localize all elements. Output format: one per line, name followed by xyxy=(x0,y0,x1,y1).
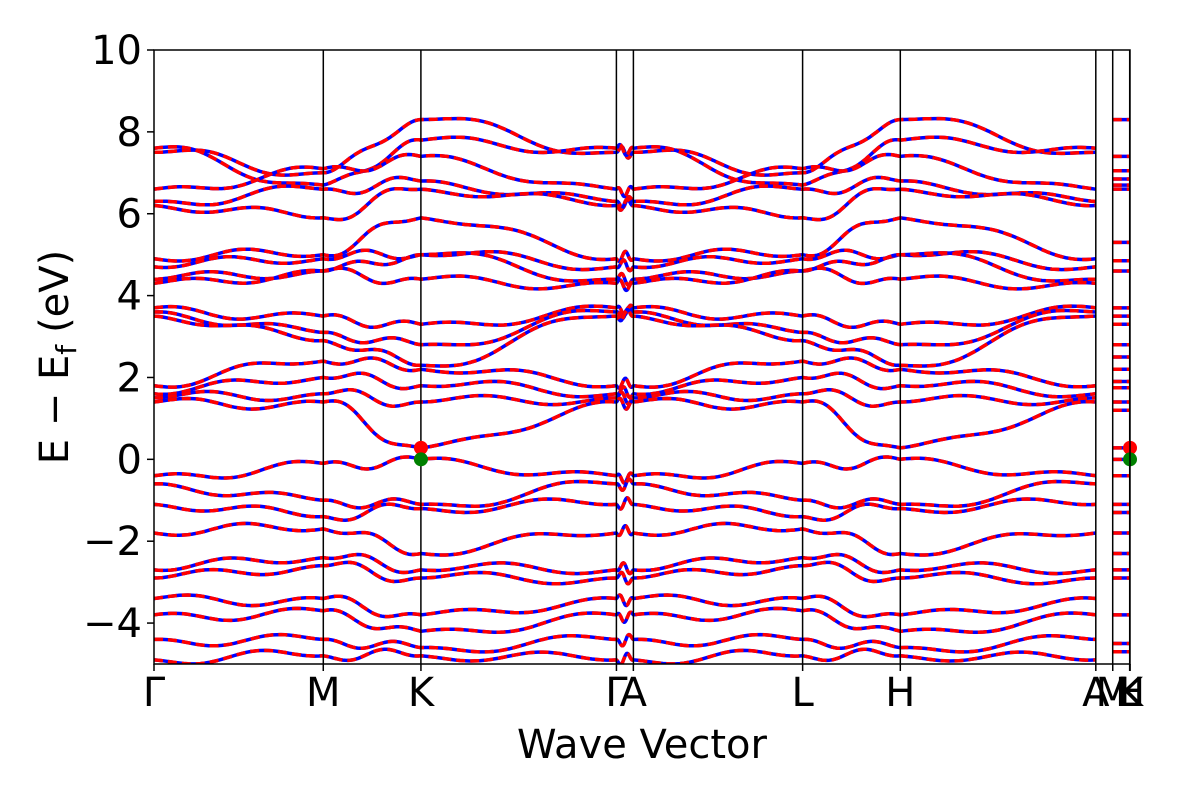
x-tick-label-9: L xyxy=(1119,670,1142,716)
y-tick-label-6: −2 xyxy=(83,519,142,565)
y-axis-title-main: E − E xyxy=(32,355,78,465)
y-axis-title-unit: (eV) xyxy=(32,250,78,333)
band-line-dashed-4 xyxy=(154,186,1096,222)
y-tick-label-0: 10 xyxy=(91,28,142,74)
band-line-dashed-25 xyxy=(154,647,1096,664)
x-tick-label-2: K xyxy=(408,670,436,716)
y-tick-label-4: 2 xyxy=(117,355,142,401)
band-line-dashed-17 xyxy=(154,477,1096,510)
y-axis: 10 8 6 4 2 0 −2 −4 xyxy=(83,28,154,647)
x-tick-label-8: M xyxy=(1095,670,1130,716)
band-line-dashed-10 xyxy=(154,305,1096,347)
y-tick-label-1: 8 xyxy=(117,110,142,156)
band-line-dashed-11 xyxy=(154,307,1096,368)
band-line-dashed-21 xyxy=(154,560,1096,586)
band-line-dashed-6 xyxy=(154,248,1096,273)
band-edge-marker-1 xyxy=(413,452,428,467)
y-tick-label-5: 0 xyxy=(117,437,142,483)
x-tick-label-6: H xyxy=(885,670,915,716)
band-line-dashed-19 xyxy=(154,521,1097,557)
y-axis-title-subscript: f xyxy=(50,344,83,355)
band-line-dashed-12 xyxy=(154,356,1096,390)
band-line-dashed-15 xyxy=(154,396,1096,450)
band-line-dashed-18 xyxy=(154,496,1096,522)
band-line-dashed-23 xyxy=(154,606,1097,634)
band-line-dashed-0 xyxy=(154,116,1096,177)
band-line-dashed-14 xyxy=(154,388,1096,408)
x-axis-title: Wave Vector xyxy=(517,722,768,768)
x-tick-label-5: L xyxy=(791,670,814,716)
x-tick-label-4: A xyxy=(620,670,648,716)
band-line-dashed-20 xyxy=(154,552,1096,576)
band-line-dashed-8 xyxy=(154,266,1096,293)
x-tick-label-10: H xyxy=(1115,670,1145,716)
bands-layer xyxy=(154,116,1130,664)
band-line-dashed-13 xyxy=(154,371,1096,400)
x-tick-label-3: Γ xyxy=(605,670,628,716)
x-tick-label-0: Γ xyxy=(143,670,166,716)
y-tick-label-2: 6 xyxy=(117,192,142,238)
band-line-dashed-2 xyxy=(154,152,1097,199)
band-line-solid-1 xyxy=(154,135,1096,187)
y-tick-label-7: −4 xyxy=(83,601,142,647)
y-axis-title: E − Ef (eV) xyxy=(32,250,83,465)
band-line-dashed-22 xyxy=(154,593,1096,619)
x-tick-label-11: K xyxy=(1117,670,1145,716)
band-line-dashed-24 xyxy=(154,632,1096,654)
band-line-dashed-5 xyxy=(154,216,1096,264)
band-edge-marker-0 xyxy=(413,440,428,455)
band-line-dashed-3 xyxy=(154,175,1096,210)
y-tick-label-3: 4 xyxy=(117,274,142,320)
high-symmetry-lines xyxy=(322,50,1131,664)
x-tick-label-7: A xyxy=(1082,670,1110,716)
x-tick-label-1: M xyxy=(306,670,341,716)
plot-frame xyxy=(153,49,1131,665)
